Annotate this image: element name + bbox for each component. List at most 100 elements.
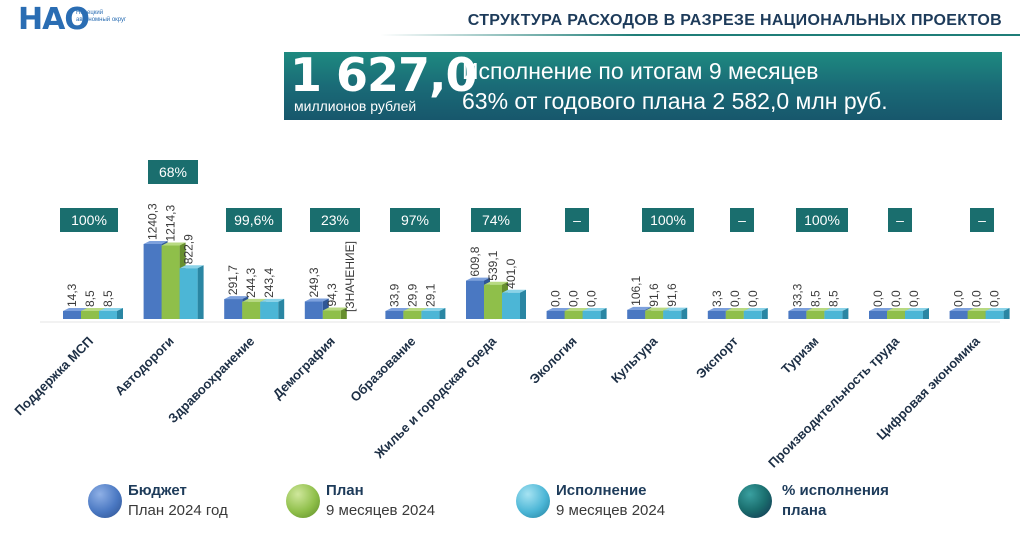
value-label: 249,3 [307,267,321,297]
value-label: [ЗНАЧЕНИЕ] [343,241,357,312]
value-label: 8,5 [808,290,822,307]
legend-swatch-budget [88,484,122,518]
legend-title-plan: План [326,482,364,499]
percent-label: – [978,212,986,228]
bar-top [63,308,87,311]
value-label: 0,0 [970,290,984,307]
expense-chart: 100% 14,3 8,5 8,5 Поддержка МСП 68% 1240,3 1214… [11,160,1010,471]
logo-subtitle: Ненецкий автономный округ [76,10,127,23]
bar-side [520,289,526,319]
percent-label: 97% [401,212,429,228]
value-label: 91,6 [647,283,661,307]
bar-side [197,265,204,319]
value-label: 8,5 [101,290,115,307]
legend-swatch-plan [286,484,320,518]
category-label: Экология [527,334,580,387]
bar-side [842,308,849,319]
bar-top [143,241,168,244]
value-label: 0,0 [952,290,966,307]
percent-label: 23% [321,212,349,228]
bar-top [824,308,849,311]
bar [224,299,243,319]
bar-top [582,308,607,311]
value-label: 106,1 [629,275,643,305]
value-label: 3,3 [710,290,724,307]
category-label: Производительность труда [765,333,903,471]
bar [788,311,807,319]
value-label: 14,3 [65,283,79,307]
bar [725,311,744,319]
bar [99,311,117,319]
value-label: 401,0 [504,258,518,288]
category-label: Демография [270,334,338,402]
bar [242,301,261,319]
percent-label: – [573,212,581,228]
bar-top [645,307,670,311]
bar-side [278,298,285,319]
bar [81,311,99,319]
percent-box [642,208,694,232]
legend-title-budget: Бюджет [128,482,187,499]
bar [322,310,341,319]
bar-top [967,308,992,311]
bar [743,311,762,319]
bar [985,311,1004,319]
category-label: Поддержка МСП [11,334,96,419]
bar-side [1003,308,1010,319]
percent-label: 68% [159,164,187,180]
value-label: 0,0 [549,290,563,307]
bar-top [788,308,813,311]
percent-label: 100% [650,212,686,228]
percent-box [796,208,848,232]
bar [466,280,484,319]
value-label: 291,7 [226,265,240,295]
bar [143,244,162,319]
bar-top [905,308,929,311]
value-label: 0,0 [871,290,885,307]
category-label: Культура [608,333,661,386]
value-label: 29,1 [423,283,437,307]
bar [546,311,565,319]
value-label: 0,0 [728,290,742,307]
value-label: 0,0 [988,290,1002,307]
bar [707,311,726,319]
value-label: 94,3 [325,283,339,307]
value-label: 91,6 [665,283,679,307]
value-label: 0,0 [585,290,599,307]
total-unit: миллионов рублей [294,98,417,114]
value-label: 8,5 [83,290,97,307]
category-label: Образование [347,334,418,405]
bar-top [242,298,267,302]
bar-top [260,298,285,302]
bar-top [161,242,186,246]
bar-top [546,308,571,311]
bar [421,311,440,319]
value-label: 0,0 [567,290,581,307]
bar [179,268,198,319]
bar-side [340,307,347,319]
bar [949,311,968,319]
page-title: СТРУКТУРА РАСХОДОВ В РАЗРЕЗЕ НАЦИОНАЛЬНЫ… [467,12,1002,29]
bar [161,245,180,319]
percent-box [888,208,912,232]
bar-top [887,308,911,311]
bar [663,310,682,319]
bar-top [663,307,688,311]
value-label: 29,9 [405,283,419,307]
legend-swatch-percent [738,484,772,518]
percent-box [226,208,282,232]
bar [645,310,664,319]
percent-label: – [738,212,746,228]
bar-top [869,308,893,311]
summary-banner [284,52,1002,120]
bar [824,311,843,319]
bar-top [627,306,652,310]
value-label: 539,1 [486,250,500,280]
bar-side [761,308,768,319]
bar [967,311,986,319]
value-label: 0,0 [889,290,903,307]
category-label: Автодороги [112,334,177,399]
legend-subtitle-execution: 9 месяцев 2024 [556,502,666,519]
bar-top [725,308,750,311]
percent-box [730,208,754,232]
